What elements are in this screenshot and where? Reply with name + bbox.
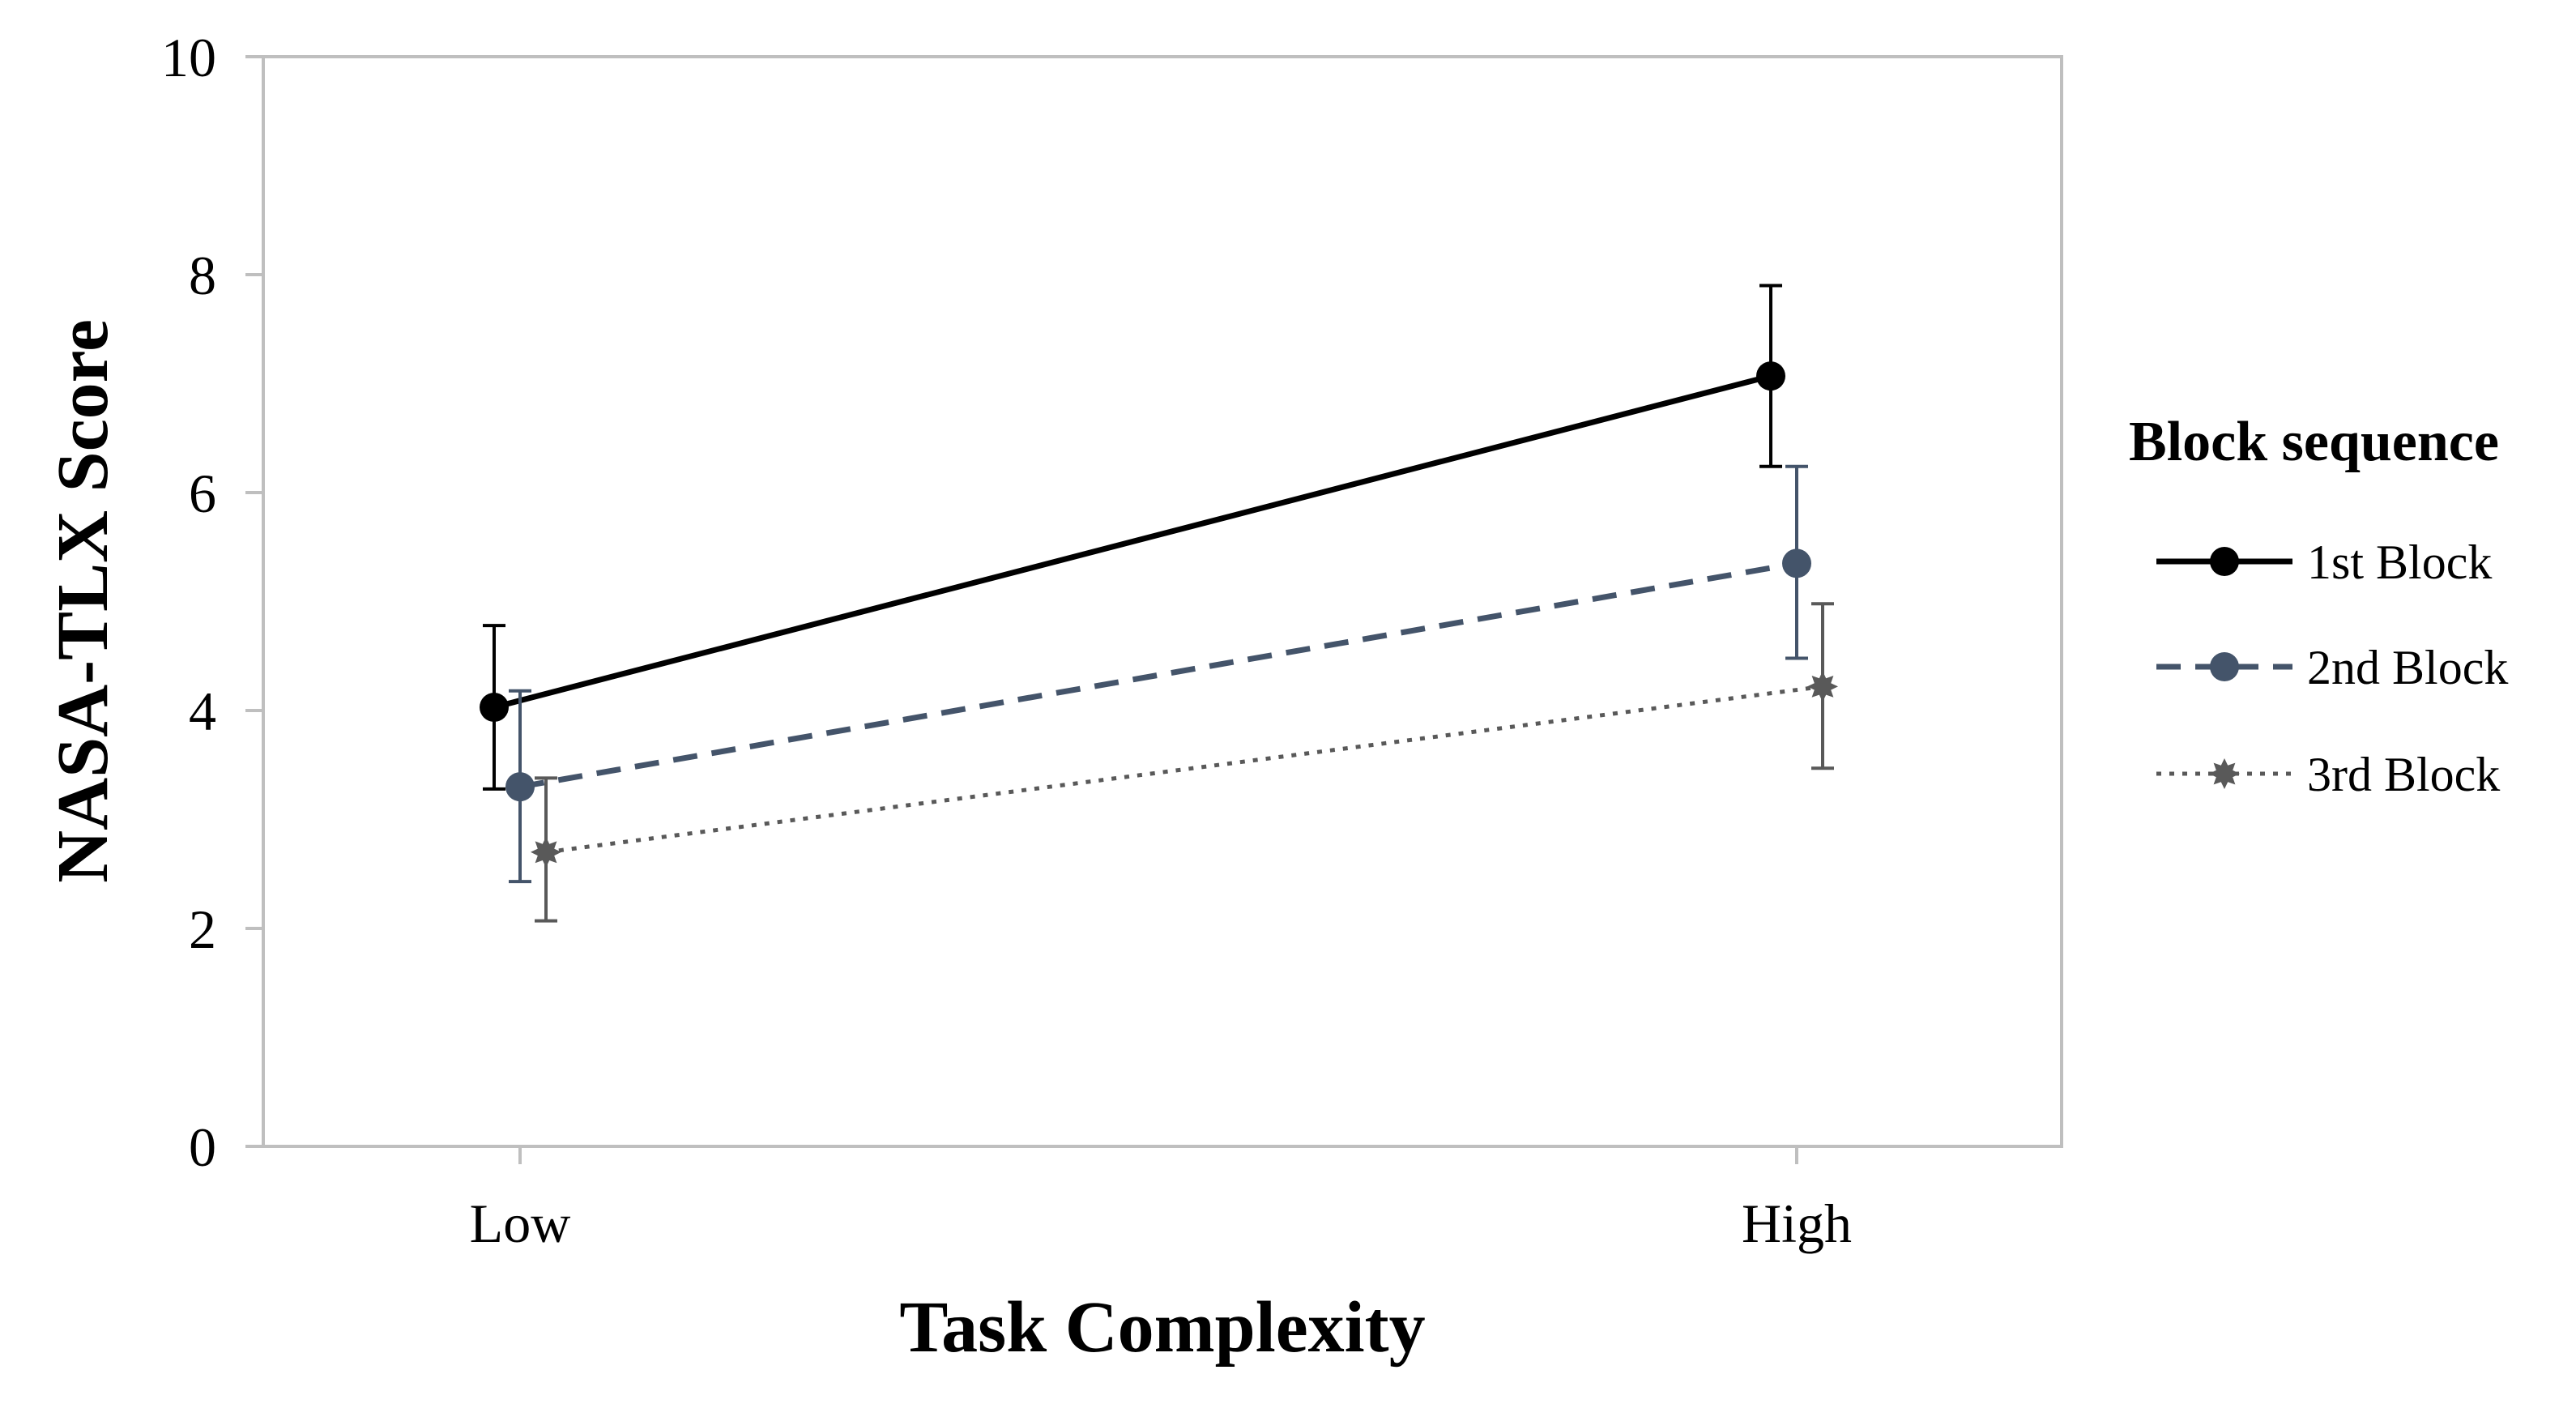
legend-title: Block sequence	[2129, 411, 2499, 473]
x-tick-label: High	[1742, 1193, 1852, 1254]
series-line	[493, 373, 1772, 711]
x-tick-label: Low	[470, 1193, 571, 1254]
y-tick-label: 0	[189, 1116, 216, 1178]
y-axis: 0 2 4 6 8 10	[161, 27, 263, 1178]
data-point	[1807, 671, 1838, 702]
y-tick-label: 6	[189, 463, 216, 524]
series-1	[480, 284, 1785, 791]
legend-label: 3rd Block	[2307, 748, 2500, 801]
y-axis-title: NASA-TLX Score	[43, 319, 123, 883]
data-point	[1756, 361, 1785, 391]
series-2	[505, 464, 1811, 884]
legend: Block sequence 1st Block 2nd Block 3rd Blo…	[2129, 411, 2508, 801]
legend-label: 1st Block	[2307, 536, 2492, 589]
series-3	[531, 602, 1838, 923]
legend-marker	[2210, 547, 2239, 576]
data-point	[480, 692, 509, 722]
series-layer	[480, 284, 1838, 923]
y-tick-label: 10	[161, 27, 216, 88]
legend-label: 2nd Block	[2307, 641, 2508, 694]
y-tick-label: 4	[189, 681, 216, 742]
x-axis-title: Task Complexity	[899, 1287, 1425, 1368]
y-tick-label: 2	[189, 898, 216, 960]
legend-marker	[2209, 758, 2240, 789]
legend-marker	[2210, 652, 2239, 681]
plot-area	[262, 55, 2063, 1148]
series-line	[519, 560, 1798, 790]
y-tick-label: 8	[189, 245, 216, 306]
data-point	[531, 836, 561, 868]
x-axis: Low High	[470, 1146, 1852, 1254]
data-point	[1782, 548, 1811, 578]
data-point	[505, 772, 535, 802]
